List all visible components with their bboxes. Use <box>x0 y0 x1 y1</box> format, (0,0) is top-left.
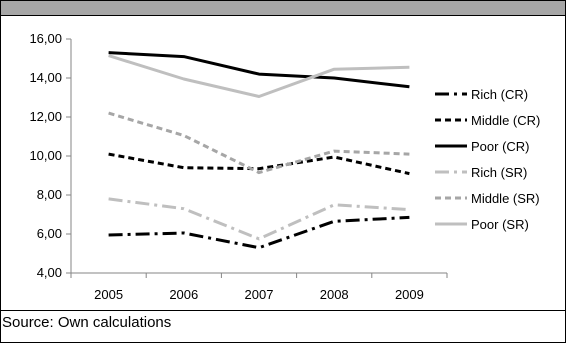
y-tick-label: 12,00 <box>29 109 62 124</box>
series-line-poor-sr <box>108 54 410 98</box>
y-tick-label: 6,00 <box>37 226 62 241</box>
y-tick-label: 10,00 <box>29 148 62 163</box>
y-tick-label: 8,00 <box>37 187 62 202</box>
legend: Rich (CR) Middle (CR) Poor (CR) Rich (SR) Mi… <box>435 87 540 232</box>
header-bar <box>1 1 565 16</box>
x-tick-label: 2006 <box>169 287 198 302</box>
series-line-middle-cr <box>108 152 410 176</box>
x-tick-label: 2008 <box>320 287 349 302</box>
line-chart: 4,00 6,00 8,00 10,00 12,00 14,00 16,00 2005 2006… <box>29 31 540 302</box>
axes: 4,00 6,00 8,00 10,00 12,00 14,00 16,00 2005 2006… <box>29 31 448 302</box>
y-tick-label: 14,00 <box>29 70 62 85</box>
legend-label: Middle (CR) <box>471 113 540 128</box>
series-line-middle-sr <box>108 111 410 175</box>
series-line-rich-cr <box>108 215 410 250</box>
divider-line <box>1 310 565 311</box>
legend-label: Rich (CR) <box>471 87 528 102</box>
chart-area: 4,00 6,00 8,00 10,00 12,00 14,00 16,00 2005 2006… <box>1 16 565 310</box>
legend-label: Poor (CR) <box>471 139 530 154</box>
series-line-rich-sr <box>108 197 410 241</box>
legend-label: Poor (SR) <box>471 217 529 232</box>
series-line-poor-cr <box>108 51 410 89</box>
x-tick-label: 2007 <box>245 287 274 302</box>
legend-label: Middle (SR) <box>471 191 540 206</box>
y-tick-label: 16,00 <box>29 31 62 46</box>
series-lines <box>108 51 410 250</box>
x-tick-label: 2009 <box>395 287 424 302</box>
x-tick-label: 2005 <box>94 287 123 302</box>
y-tick-label: 4,00 <box>37 265 62 280</box>
source-note: Source: Own calculations <box>2 314 172 331</box>
legend-label: Rich (SR) <box>471 165 527 180</box>
